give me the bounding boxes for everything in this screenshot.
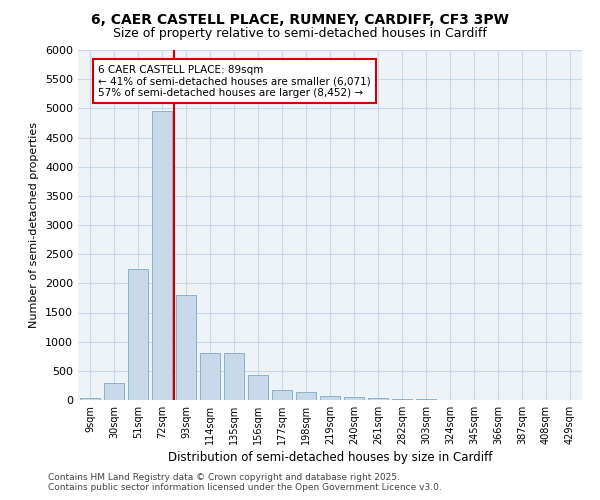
- Bar: [104, 382, 124, 400]
- Bar: [152, 112, 172, 400]
- Bar: [320, 396, 340, 400]
- X-axis label: Distribution of semi-detached houses by size in Cardiff: Distribution of semi-detached houses by …: [168, 451, 492, 464]
- Bar: [248, 375, 268, 400]
- Text: 6 CAER CASTELL PLACE: 89sqm
← 41% of semi-detached houses are smaller (6,071)
57: 6 CAER CASTELL PLACE: 89sqm ← 41% of sem…: [98, 64, 371, 98]
- Y-axis label: Number of semi-detached properties: Number of semi-detached properties: [29, 122, 40, 328]
- Bar: [368, 398, 388, 400]
- Bar: [344, 397, 364, 400]
- Text: 6, CAER CASTELL PLACE, RUMNEY, CARDIFF, CF3 3PW: 6, CAER CASTELL PLACE, RUMNEY, CARDIFF, …: [91, 12, 509, 26]
- Bar: [392, 399, 412, 400]
- Bar: [128, 269, 148, 400]
- Bar: [80, 398, 100, 400]
- Bar: [296, 392, 316, 400]
- Bar: [176, 295, 196, 400]
- Bar: [200, 354, 220, 400]
- Bar: [224, 354, 244, 400]
- Text: Size of property relative to semi-detached houses in Cardiff: Size of property relative to semi-detach…: [113, 28, 487, 40]
- Text: Contains HM Land Registry data © Crown copyright and database right 2025.
Contai: Contains HM Land Registry data © Crown c…: [48, 473, 442, 492]
- Bar: [272, 390, 292, 400]
